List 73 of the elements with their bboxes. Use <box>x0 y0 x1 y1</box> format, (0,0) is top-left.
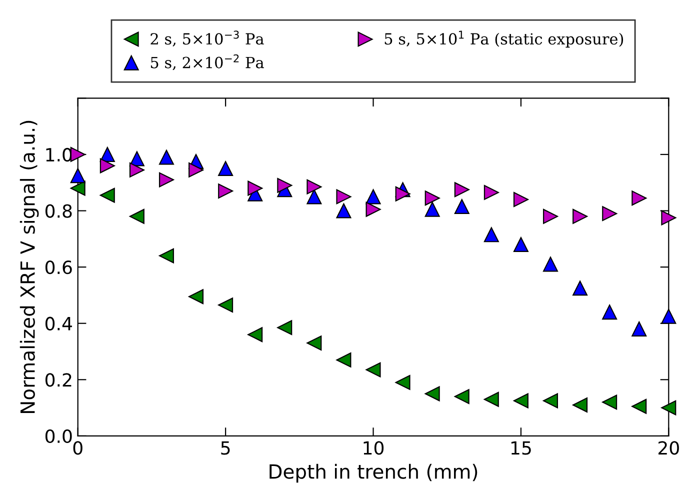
point <box>543 208 558 224</box>
legend-label: 5 s, 5×10$^{1}$ Pa (static exposure) <box>384 30 624 48</box>
y-tick-label: 0.0 <box>45 429 72 444</box>
point <box>513 237 528 252</box>
point <box>218 298 234 313</box>
point <box>484 392 499 407</box>
point <box>188 289 204 304</box>
legend-label: 2 s, 5×10$^{−3}$ Pa <box>150 30 264 46</box>
point <box>572 208 588 224</box>
point <box>100 146 115 162</box>
point <box>218 184 234 199</box>
y-tick-label: 0.8 <box>45 204 72 218</box>
point <box>158 248 174 264</box>
point <box>424 190 440 206</box>
x-tick-label: 5 <box>221 441 230 455</box>
legend-label: 5 s, 2×10$^{−2}$ Pa <box>150 54 264 70</box>
point <box>484 227 499 242</box>
point <box>306 179 322 194</box>
point <box>661 308 676 324</box>
point <box>70 180 86 196</box>
point <box>70 146 86 162</box>
point <box>277 320 292 336</box>
x-tick-label: 10 <box>364 441 384 455</box>
point <box>424 202 440 217</box>
point <box>248 327 263 342</box>
point <box>366 189 381 204</box>
point <box>306 189 322 204</box>
point <box>100 158 115 174</box>
point <box>248 180 263 196</box>
point <box>572 280 588 296</box>
point <box>454 182 470 198</box>
point <box>336 203 352 218</box>
point <box>602 304 618 320</box>
point <box>277 178 292 193</box>
point <box>602 206 618 222</box>
point <box>513 192 528 207</box>
point <box>543 256 558 272</box>
y-tick-label: 0.6 <box>45 260 72 274</box>
point <box>543 393 558 408</box>
x-tick-label: 0 <box>73 441 82 455</box>
point <box>366 202 381 217</box>
y-axis-title: Normalized XRF V signal (a.u.) <box>20 120 39 413</box>
point <box>454 389 470 404</box>
point <box>661 210 676 226</box>
y-tick-label: 0.2 <box>45 373 72 387</box>
point <box>336 189 352 204</box>
point <box>424 386 440 402</box>
point <box>218 161 234 176</box>
point <box>306 336 322 351</box>
point <box>70 168 86 184</box>
point <box>395 374 410 390</box>
point <box>158 172 174 188</box>
point <box>572 397 588 412</box>
point <box>602 394 618 410</box>
point <box>395 186 410 202</box>
point <box>632 321 647 336</box>
point <box>513 393 528 408</box>
point <box>661 400 676 416</box>
y-tick-label: 0.4 <box>45 316 72 330</box>
point <box>158 150 174 165</box>
point <box>188 162 204 178</box>
point <box>100 188 115 203</box>
point <box>129 208 144 224</box>
point <box>129 162 144 178</box>
x-tick-label: 20 <box>658 441 679 455</box>
point <box>454 199 470 214</box>
x-tick-label: 15 <box>511 441 531 455</box>
point <box>366 362 381 378</box>
x-axis-title: Depth in trench (mm) <box>270 464 478 483</box>
point <box>484 184 499 200</box>
point <box>632 398 647 414</box>
point <box>336 352 352 368</box>
point <box>632 190 647 206</box>
